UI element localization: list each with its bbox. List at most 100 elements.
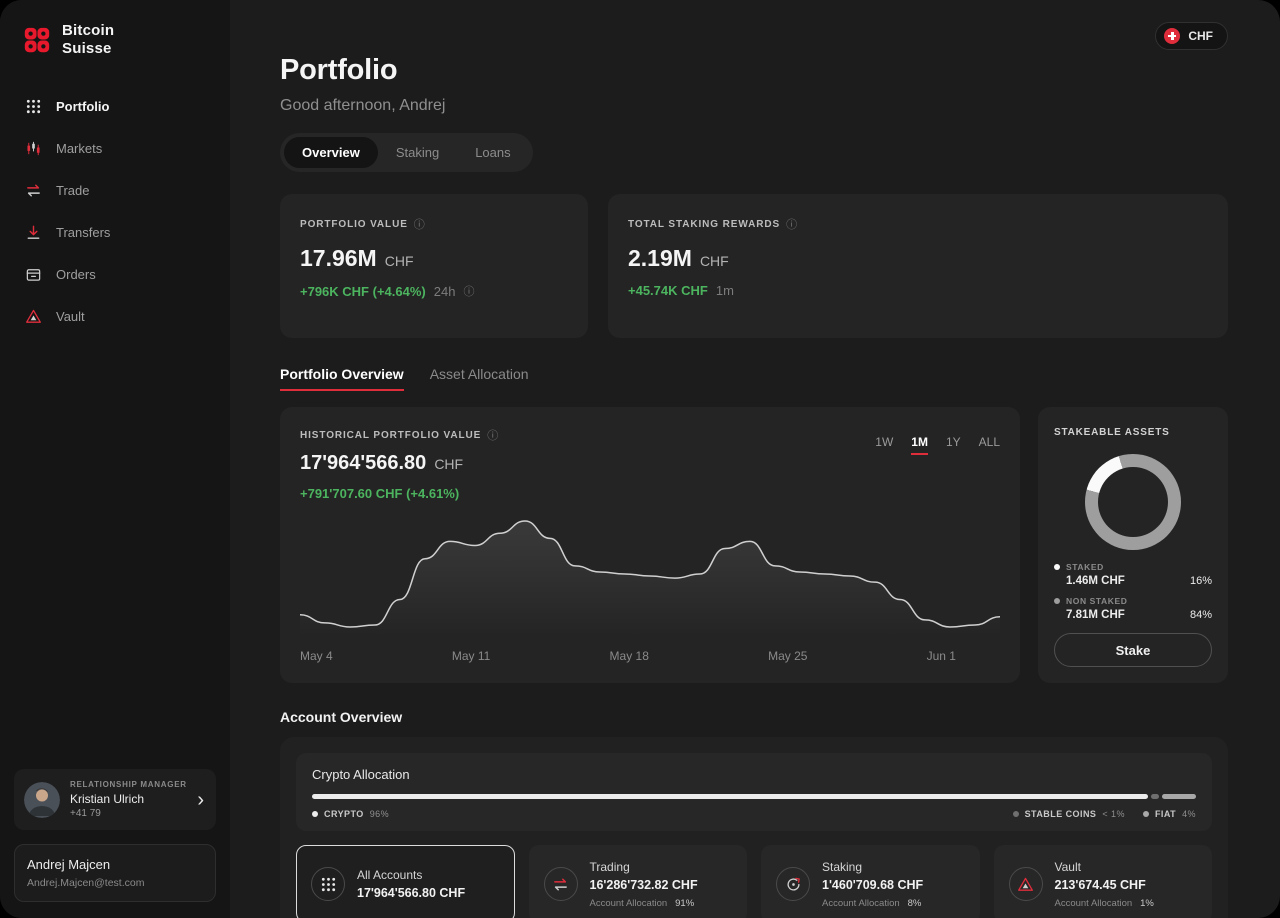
range-1m[interactable]: 1M (911, 435, 928, 455)
stakeable-assets-card: STAKEABLE ASSETS STAKED 1.46M CHF 16% (1038, 407, 1228, 683)
account-name: Trading (589, 859, 630, 874)
greeting: Good afternoon, Andrej (280, 97, 446, 114)
crypto-allocation-title: Crypto Allocation (312, 767, 410, 782)
sidebar-item-label: Portfolio (56, 98, 110, 114)
relationship-manager-title: RELATIONSHIP MANAGER (70, 780, 187, 789)
relationship-manager-name: Kristian Ulrich (70, 792, 145, 806)
legend-dot-icon (1012, 811, 1019, 817)
orders-icon (24, 265, 42, 283)
summary-card-total-staking-rewards: TOTAL STAKING REWARDS ⓘ 2.19M CHF +45.74… (608, 194, 1228, 338)
staking-donut-chart[interactable] (1085, 454, 1181, 550)
account-overview-title: Account Overview (280, 709, 403, 725)
non-staked-percent: 84% (1189, 609, 1212, 621)
info-icon[interactable]: ⓘ (413, 219, 426, 231)
staked-legend-item: STAKED 1.46M CHF 16% (1054, 562, 1212, 587)
relationship-manager-phone: +41 79 (70, 808, 101, 819)
relationship-manager-card[interactable]: RELATIONSHIP MANAGER Kristian Ulrich +41… (14, 769, 216, 830)
range-1y[interactable]: 1Y (945, 435, 961, 449)
card-period: 24h (433, 283, 456, 299)
range-1w[interactable]: 1W (875, 435, 894, 449)
card-currency: CHF (699, 253, 729, 269)
sidebar-item-trade[interactable]: Trade (14, 172, 216, 208)
account-card-vault[interactable]: Vault 213'674.45 CHF Account Allocation … (993, 845, 1212, 918)
sidebar-item-vault[interactable]: Vault (14, 298, 216, 334)
info-icon[interactable]: ⓘ (786, 219, 798, 231)
sidebar-item-label: Markets (56, 140, 103, 156)
sidebar-item-label: Transfers (56, 224, 111, 240)
section-tab-portfolio-overview[interactable]: Portfolio Overview (280, 366, 404, 391)
markets-icon (24, 139, 42, 157)
sidebar-item-label: Vault (56, 308, 85, 324)
grid-icon (24, 97, 42, 115)
page-title: Portfolio (280, 54, 398, 86)
time-range-selector: 1W 1M 1Y ALL (875, 427, 1000, 455)
vault-icon (1008, 867, 1043, 901)
legend-dot-icon (1142, 811, 1149, 817)
historical-portfolio-card: HISTORICAL PORTFOLIO VALUE ⓘ 17'964'566.… (280, 407, 1020, 683)
chart-area: May 4 May 11 May 18 May 25 Jun 1 (300, 509, 1000, 663)
staked-value: 1.46M CHF (1066, 575, 1125, 587)
sidebar-item-markets[interactable]: Markets (14, 130, 216, 166)
chart-row: HISTORICAL PORTFOLIO VALUE ⓘ 17'964'566.… (280, 407, 1228, 683)
allocation-legend-fiat: FIAT 4% (1142, 809, 1196, 819)
x-axis-label: Jun 1 (926, 649, 956, 663)
card-currency: CHF (384, 253, 414, 269)
x-axis-label: May 4 (300, 649, 333, 663)
x-axis-label: May 25 (768, 649, 808, 663)
summary-card-portfolio-value: PORTFOLIO VALUE ⓘ 17.96M CHF +796K CHF (… (280, 194, 588, 338)
sidebar-item-orders[interactable]: Orders (14, 256, 216, 292)
crypto-allocation-card: Crypto Allocation CRYPTO 96% STABLE COIN… (296, 753, 1212, 831)
allocation-legend: CRYPTO 96% STABLE COINS < 1% FIAT 4% (312, 809, 1196, 819)
sidebar: Bitcoin Suisse Portfolio Markets Trade T… (0, 0, 230, 918)
staked-percent: 16% (1189, 575, 1212, 587)
section-tabs: Portfolio Overview Asset Allocation (280, 366, 1228, 391)
accounts-row: All Accounts 17'964'566.80 CHF Trading 1… (296, 845, 1212, 918)
user-card[interactable]: Andrej Majcen Andrej.Majcen@test.com (14, 844, 216, 902)
account-overview-card: Crypto Allocation CRYPTO 96% STABLE COIN… (280, 737, 1228, 918)
account-card-all-accounts[interactable]: All Accounts 17'964'566.80 CHF (296, 845, 515, 918)
tab-staking[interactable]: Staking (395, 145, 440, 160)
topbar: CHF (280, 22, 1228, 50)
section-tab-asset-allocation[interactable]: Asset Allocation (429, 366, 529, 382)
swiss-flag-icon (1164, 28, 1181, 44)
tab-loans[interactable]: Loans (475, 145, 511, 160)
info-icon[interactable]: ⓘ (487, 430, 500, 442)
account-name: Staking (822, 859, 863, 874)
transfers-icon (24, 223, 42, 241)
account-value: 17'964'566.80 CHF (357, 886, 466, 900)
account-value: 16'286'732.82 CHF (589, 877, 698, 892)
brand[interactable]: Bitcoin Suisse (14, 22, 216, 58)
chart-change: +791'707.60 CHF (+4.61%) (300, 486, 460, 501)
chart-label: HISTORICAL PORTFOLIO VALUE ⓘ (300, 427, 499, 443)
account-card-staking[interactable]: Staking 1'460'709.68 CHF Account Allocat… (761, 845, 980, 918)
account-allocation: Account Allocation 1% (1054, 897, 1154, 909)
card-change: +45.74K CHF (628, 283, 708, 298)
account-card-trading[interactable]: Trading 16'286'732.82 CHF Account Alloca… (528, 845, 747, 918)
summary-cards: PORTFOLIO VALUE ⓘ 17.96M CHF +796K CHF (… (280, 194, 1228, 338)
trade-icon (543, 867, 578, 901)
chevron-right-icon: › (197, 788, 204, 811)
brand-name: Bitcoin Suisse (62, 22, 115, 57)
stake-button[interactable]: Stake (1054, 633, 1212, 667)
staked-dot-icon (1054, 564, 1060, 570)
non-staked-legend-item: NON STAKED 7.81M CHF 84% (1054, 596, 1212, 621)
currency-selector[interactable]: CHF (1155, 22, 1228, 50)
user-email: Andrej.Majcen@test.com (27, 877, 145, 889)
card-label: TOTAL STAKING REWARDS ⓘ (628, 216, 1208, 232)
non-staked-value: 7.81M CHF (1066, 609, 1125, 621)
sidebar-item-portfolio[interactable]: Portfolio (14, 88, 216, 124)
chart-currency: CHF (434, 456, 464, 472)
grid-icon (311, 867, 345, 901)
user-name: Andrej Majcen (27, 857, 111, 872)
relationship-manager-avatar (24, 781, 60, 818)
portfolio-history-chart[interactable] (300, 509, 1000, 637)
sidebar-item-label: Trade (56, 182, 90, 198)
range-all[interactable]: ALL (978, 435, 1000, 449)
main-content: CHF Portfolio Good afternoon, Andrej Ove… (230, 0, 1280, 918)
non-staked-dot-icon (1054, 598, 1060, 604)
tab-overview[interactable]: Overview (284, 137, 378, 168)
sidebar-item-transfers[interactable]: Transfers (14, 214, 216, 250)
allocation-legend-stable-coins: STABLE COINS < 1% (1012, 809, 1125, 819)
info-icon[interactable]: ⓘ (463, 286, 475, 298)
x-axis-label: May 11 (451, 649, 491, 663)
